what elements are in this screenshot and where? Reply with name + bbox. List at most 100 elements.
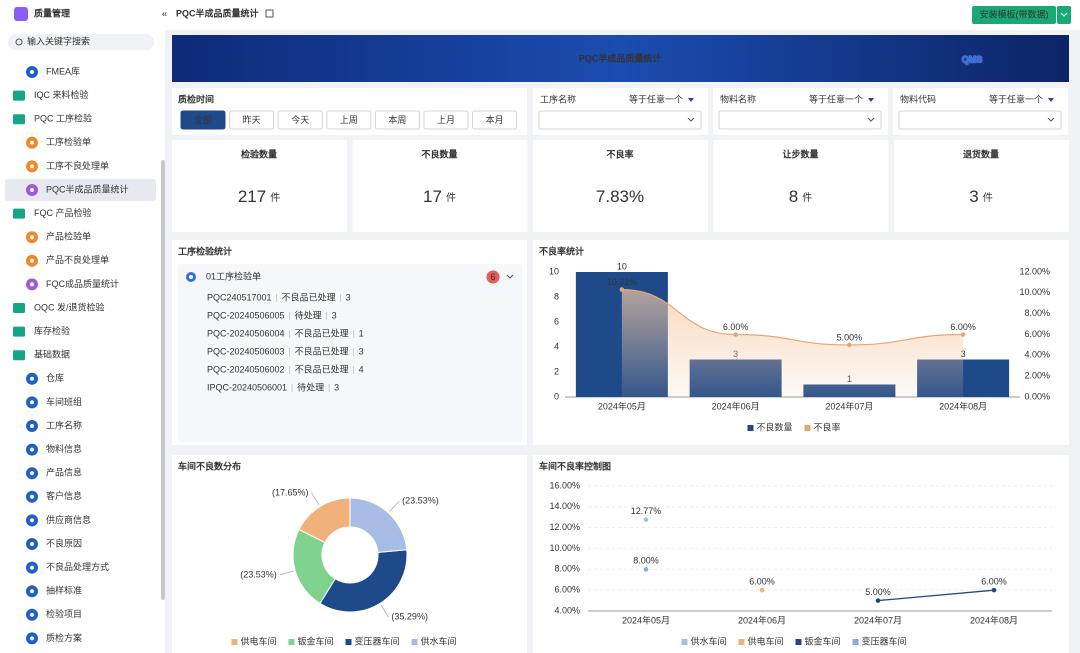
- select-chevron: [1047, 117, 1055, 122]
- donut-slice: [349, 497, 408, 553]
- nav-item[interactable]: 仓库: [46, 372, 64, 383]
- breadcrumb: PQC半成品质量统计: [176, 7, 259, 18]
- series-point: [759, 587, 765, 593]
- time-button-text: 本月: [486, 114, 504, 125]
- nav-item[interactable]: 产品检验单: [46, 231, 91, 242]
- operator-arrow: [1048, 98, 1054, 102]
- nav-item[interactable]: 检验项目: [46, 608, 82, 619]
- slice-label: (17.65%): [272, 487, 309, 497]
- kpi-unit: 件: [802, 192, 812, 204]
- chart-title: 车间不良数分布: [178, 460, 241, 471]
- kpi-card: [533, 140, 708, 232]
- y-tick-label: 10: [549, 266, 559, 276]
- page-icon-dot: [30, 70, 34, 74]
- y-tick-label: 14.00%: [549, 501, 580, 511]
- rate-label: 5.00%: [837, 332, 863, 342]
- point-label: 6.00%: [981, 577, 1007, 587]
- select-operator: 等于任意一个: [809, 93, 863, 104]
- page-icon-dot: [30, 494, 34, 499]
- time-button[interactable]: [229, 110, 275, 130]
- legend-label: 钣金车间: [805, 635, 841, 646]
- folder-icon: [13, 326, 25, 337]
- process-cell: 不良品已处理: [295, 345, 349, 356]
- banner: [172, 35, 1069, 82]
- nav-item[interactable]: 工序不良处理单: [46, 160, 109, 171]
- legend-label: 供水车间: [690, 635, 726, 646]
- time-button[interactable]: [472, 110, 518, 130]
- search-box[interactable]: [8, 34, 154, 50]
- nav-item[interactable]: 车间班组: [46, 396, 82, 407]
- point-label: 5.00%: [865, 587, 891, 597]
- legend-swatch: [345, 639, 352, 645]
- nav-item[interactable]: 工序名称: [46, 419, 82, 430]
- page-icon-dot: [30, 235, 34, 240]
- select-box[interactable]: [898, 110, 1062, 130]
- y-tick-label: 2: [554, 366, 559, 376]
- nav-folder[interactable]: 库存检验: [34, 325, 70, 336]
- kpi-card: [894, 140, 1069, 232]
- time-button[interactable]: [326, 110, 372, 130]
- legend-swatch: [852, 639, 859, 645]
- y-tick-label: 6: [554, 316, 559, 326]
- nav-item[interactable]: PQC半成品质量统计: [46, 183, 129, 194]
- operator-arrow: [868, 98, 874, 102]
- select-box[interactable]: [718, 110, 882, 130]
- app-title: 质量管理: [34, 7, 70, 18]
- nav-folder[interactable]: 基础数据: [34, 349, 70, 360]
- process-list: [178, 264, 522, 442]
- process-cell: PQC-20240506004: [207, 328, 285, 338]
- y-tick-label: 12.00%: [549, 522, 580, 532]
- nav-item[interactable]: FQC成品质量统计: [46, 278, 119, 289]
- y-tick-label: 10.00%: [549, 543, 580, 553]
- select-box[interactable]: [538, 110, 702, 130]
- nav-item[interactable]: 物料信息: [46, 443, 82, 454]
- nav-item[interactable]: 质检方案: [46, 632, 82, 643]
- nav-item[interactable]: 不良品处理方式: [46, 561, 109, 572]
- nav-item[interactable]: FMEA库: [46, 65, 80, 76]
- rate-line: [621, 289, 964, 346]
- nav-item[interactable]: 不良原因: [46, 537, 82, 548]
- slice-label: (23.53%): [240, 569, 277, 579]
- y-tick-label: 16.00%: [549, 480, 580, 490]
- legend-swatch: [747, 425, 754, 431]
- kpi-number: 7.83%: [596, 187, 644, 206]
- process-cell: PQC-20240506002: [207, 364, 285, 374]
- rate-point: [619, 287, 625, 292]
- folder-icon: [13, 350, 25, 361]
- rate-area: [621, 289, 964, 397]
- nav-folder[interactable]: OQC 发/退货检验: [34, 301, 105, 312]
- nav-item[interactable]: 客户信息: [46, 490, 82, 501]
- nav-item[interactable]: 抽样标准: [46, 585, 82, 596]
- dropdown-button[interactable]: [1057, 6, 1071, 24]
- rate-label: 6.00%: [950, 322, 976, 332]
- process-cell: 待处理: [297, 381, 324, 392]
- select-operator: 等于任意一个: [989, 93, 1043, 104]
- time-button[interactable]: [277, 110, 323, 130]
- chart-panel: [172, 455, 527, 653]
- nav-item[interactable]: 产品不良处理单: [46, 254, 109, 265]
- time-button-text: 上周: [340, 115, 358, 125]
- legend: 供电车间 钣金车间 变压器车间 供水车间: [231, 635, 457, 646]
- select-operator: 等于任意一个: [629, 93, 683, 104]
- nav-folder[interactable]: FQC 产品检验: [34, 207, 92, 218]
- process-cell: 不良品已处理: [295, 363, 349, 374]
- nav-folder[interactable]: IQC 来料检验: [34, 89, 89, 100]
- header: [165, 0, 1080, 30]
- banner-title: PQC半成品质量统计: [579, 52, 662, 63]
- legend-label: 供电车间: [747, 635, 783, 646]
- page-icon-dot: [30, 376, 34, 381]
- nav-item[interactable]: 工序检验单: [46, 136, 91, 147]
- time-button[interactable]: [374, 110, 420, 130]
- kpi-label: 退货数量: [963, 148, 999, 159]
- badge-text: 6: [490, 272, 495, 282]
- nav-item[interactable]: 产品信息: [46, 467, 82, 478]
- group-chevron[interactable]: [506, 274, 514, 279]
- label-leader: [380, 604, 389, 618]
- process-cell: 3: [359, 346, 364, 356]
- install-button[interactable]: [972, 6, 1056, 24]
- time-button[interactable]: [423, 110, 469, 130]
- nav-item[interactable]: 供应商信息: [46, 514, 91, 525]
- time-button[interactable]: [180, 110, 226, 130]
- nav-folder[interactable]: PQC 工序检验: [34, 113, 92, 124]
